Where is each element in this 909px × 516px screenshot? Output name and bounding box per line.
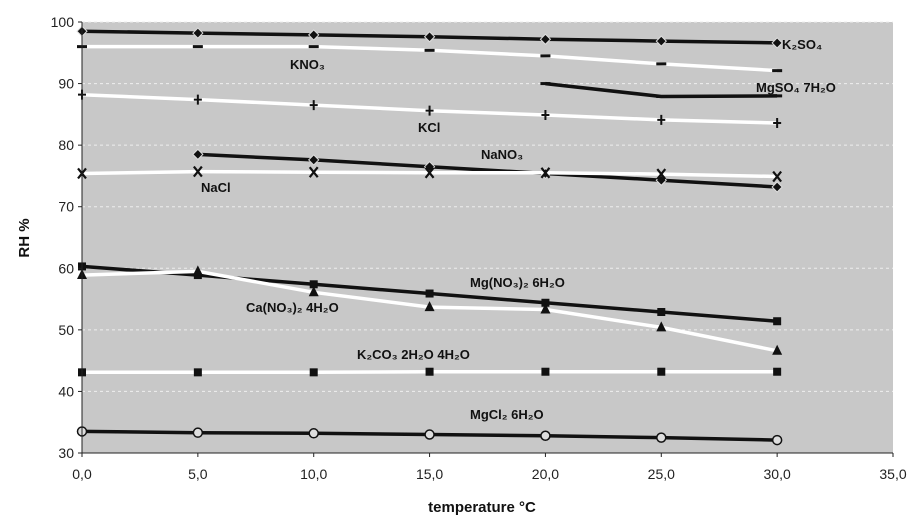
data-point	[192, 45, 203, 49]
data-point	[425, 367, 434, 376]
data-point	[771, 181, 783, 193]
series-group	[76, 25, 783, 446]
label-mgcl2: MgCl₂ 6H₂O	[470, 407, 544, 422]
data-point	[773, 317, 782, 326]
series-line	[197, 152, 778, 189]
data-point	[657, 308, 666, 317]
series-2	[540, 81, 783, 99]
data-point	[308, 428, 319, 439]
data-point	[541, 109, 550, 120]
label-cano3: Ca(NO₃)₂ 4H₂O	[246, 300, 339, 315]
y-tick-label: 50	[58, 322, 74, 338]
data-point	[540, 303, 551, 314]
label-k2so4: K₂SO₄	[782, 37, 822, 52]
data-point	[771, 37, 783, 49]
data-point	[308, 154, 320, 166]
label-nacl: NaCl	[201, 180, 231, 195]
data-point	[309, 100, 318, 111]
data-point	[540, 167, 551, 179]
data-point	[424, 48, 435, 52]
data-point	[656, 432, 667, 443]
data-point	[541, 367, 550, 376]
y-tick-label: 80	[58, 137, 74, 153]
x-tick-label: 0,0	[72, 466, 92, 482]
x-tick-label: 10,0	[300, 466, 327, 482]
data-point	[192, 265, 203, 276]
data-point	[425, 105, 434, 116]
data-point	[773, 367, 782, 376]
series-1	[77, 44, 783, 73]
x-tick-labels: 0,0 5,0 10,0 15,0 20,0 25,0 30,0 35,0	[72, 453, 907, 482]
y-tick-label: 40	[58, 383, 74, 399]
x-tick-label: 5,0	[188, 466, 208, 482]
data-point	[424, 301, 435, 312]
data-point	[656, 62, 667, 66]
data-point	[308, 166, 319, 178]
plot-area	[82, 22, 893, 453]
y-tick-label: 30	[58, 445, 74, 461]
data-point	[425, 289, 434, 298]
data-point	[308, 29, 320, 41]
data-point	[540, 82, 551, 86]
data-point	[656, 321, 667, 332]
label-mgno3: Mg(NO₃)₂ 6H₂O	[470, 275, 565, 290]
data-point	[772, 69, 783, 73]
x-tick-label: 25,0	[648, 466, 675, 482]
data-point	[773, 117, 782, 128]
x-tick-label: 15,0	[416, 466, 443, 482]
data-point	[657, 114, 666, 125]
data-point	[657, 367, 666, 376]
series-7	[77, 265, 783, 355]
data-point	[309, 368, 318, 377]
x-tick-label: 20,0	[532, 466, 559, 482]
data-point	[193, 94, 202, 105]
data-point	[771, 434, 783, 446]
y-axis-title: RH %	[16, 218, 33, 257]
data-point	[424, 167, 435, 179]
label-nano3: NaNO₃	[481, 147, 523, 162]
data-point	[192, 148, 204, 161]
y-tick-label: 60	[58, 260, 74, 276]
data-point	[540, 54, 551, 58]
data-point	[309, 280, 318, 289]
y-tick-labels: 30 40 50 60 70 80 90 100	[51, 14, 82, 461]
data-point	[655, 35, 667, 47]
series-9	[76, 426, 783, 446]
data-point	[308, 45, 319, 49]
data-point	[193, 368, 202, 377]
label-mgso4: MgSO₄ 7H₂O	[756, 80, 836, 95]
label-kcl: KCl	[418, 120, 440, 135]
x-axis-title: temperature °C	[428, 499, 536, 516]
data-point	[540, 430, 551, 442]
data-point	[192, 165, 203, 178]
data-point	[772, 170, 783, 183]
series-0	[76, 25, 783, 49]
data-point	[541, 298, 550, 307]
data-point	[772, 344, 783, 355]
x-tick-label: 30,0	[764, 466, 791, 482]
label-kno3: KNO₃	[290, 57, 325, 72]
data-point	[424, 429, 435, 440]
data-point	[308, 286, 319, 297]
data-point	[656, 168, 667, 180]
label-k2co3: K₂CO₃ 2H₂O 4H₂O	[357, 347, 470, 362]
data-point	[192, 427, 204, 438]
data-point	[539, 33, 552, 45]
x-tick-label: 35,0	[879, 466, 906, 482]
y-tick-label: 100	[51, 14, 75, 30]
data-point	[656, 95, 667, 99]
y-tick-label: 70	[58, 199, 74, 215]
y-tick-label: 90	[58, 76, 74, 92]
data-point	[192, 27, 204, 39]
data-point	[423, 31, 436, 43]
data-point	[772, 94, 783, 98]
